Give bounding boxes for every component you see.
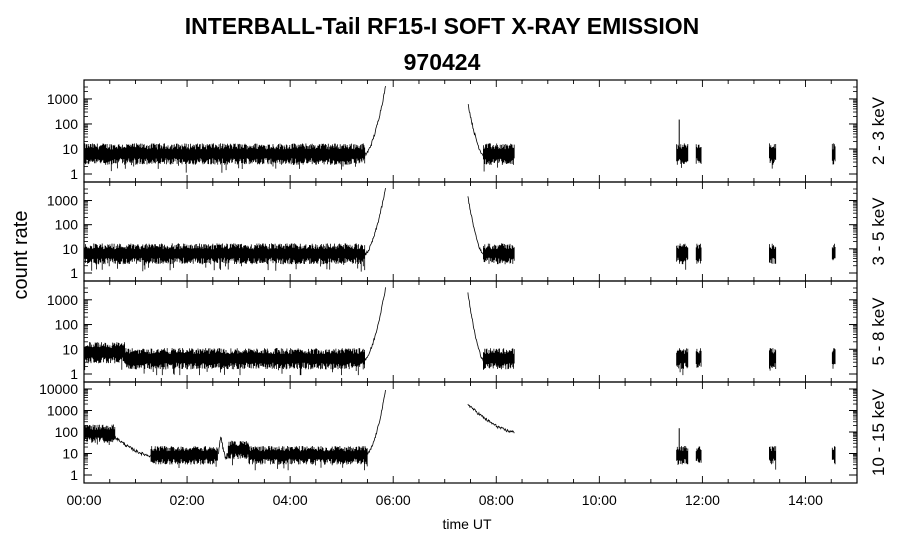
series-segment xyxy=(676,446,689,465)
x-axis-label: time UT xyxy=(443,516,492,532)
y-tick-label: 100 xyxy=(55,116,79,132)
y-tick-label: 1 xyxy=(70,166,78,182)
series-segment xyxy=(676,143,689,168)
series-segment xyxy=(769,348,777,371)
y-tick-label: 100 xyxy=(55,217,79,233)
series-segment xyxy=(83,342,125,371)
series-segment xyxy=(248,446,368,471)
x-tick-label: 08:00 xyxy=(479,492,514,508)
series-segment xyxy=(676,243,689,270)
panel-3: 1 10 100 1000 5 - 8 keV xyxy=(47,280,888,383)
series-segment xyxy=(695,446,702,463)
series-segment xyxy=(367,389,386,455)
x-tick-label: 04:00 xyxy=(273,492,308,508)
series-segment xyxy=(483,143,515,172)
y-tick-label: 1 xyxy=(70,265,78,281)
band-label: 5 - 8 keV xyxy=(869,297,888,366)
y-tick-label: 1 xyxy=(70,467,78,483)
series-segment xyxy=(467,196,484,255)
panel-frame xyxy=(83,381,858,484)
y-tick-label: 1000 xyxy=(47,91,78,107)
panel-1: 1 10 100 1000 2 - 3 keV xyxy=(47,79,888,183)
y-tick-label: 1 xyxy=(70,366,78,382)
x-tick-label: 12:00 xyxy=(685,492,720,508)
series-segment xyxy=(831,243,836,261)
series-segment xyxy=(467,292,484,362)
series-segment xyxy=(831,143,836,165)
y-tick-label: 10000 xyxy=(39,381,78,397)
series-segment xyxy=(124,348,365,376)
x-axis: 00:00 02:00 04:00 06:00 08:00 10:00 12:00 14:00 xyxy=(66,492,823,508)
series-segment xyxy=(695,243,702,264)
series-segment xyxy=(227,440,249,466)
series-segment xyxy=(483,348,515,370)
x-tick-label: 02:00 xyxy=(170,492,205,508)
x-tick-label: 06:00 xyxy=(376,492,411,508)
series-segment xyxy=(695,348,702,368)
series-segment xyxy=(695,144,702,164)
series-segment xyxy=(217,436,229,461)
y-tick-label: 1000 xyxy=(47,193,78,209)
chart-subtitle: 970424 xyxy=(404,49,481,75)
x-tick-label: 00:00 xyxy=(66,492,101,508)
band-label: 2 - 3 keV xyxy=(869,96,888,165)
series-segment xyxy=(364,188,386,256)
series-segment xyxy=(114,435,152,458)
y-tick-label: 10 xyxy=(62,341,78,357)
y-tick-label: 10 xyxy=(62,446,78,462)
series-segment xyxy=(83,243,366,272)
y-tick-label: 100 xyxy=(55,424,79,440)
series-segment xyxy=(769,243,777,264)
panel-2: 1 10 100 1000 3 - 5 keV xyxy=(47,181,888,282)
series-segment xyxy=(150,446,218,468)
band-label: 10 - 15 keV xyxy=(869,388,888,476)
series-segment xyxy=(83,424,116,445)
series-segment xyxy=(364,86,386,157)
y-tick-label: 1000 xyxy=(47,403,78,419)
y-axis-label: count rate xyxy=(10,211,32,300)
chart-title: INTERBALL-Tail RF15-I SOFT X-RAY EMISSIO… xyxy=(185,13,700,39)
series-segment xyxy=(676,348,689,376)
series-segment xyxy=(831,348,836,369)
y-tick-label: 1000 xyxy=(47,292,78,308)
panel-4: 1 10 100 1000 10000 10 - 15 keV xyxy=(39,381,888,484)
y-tick-label: 10 xyxy=(62,141,78,157)
series-segment xyxy=(467,403,515,434)
series-segment xyxy=(467,104,484,157)
series-segment xyxy=(769,446,777,470)
series-segment xyxy=(364,287,386,361)
panel-frame xyxy=(83,181,858,282)
series-segment xyxy=(483,243,515,265)
y-tick-label: 100 xyxy=(55,317,79,333)
panel-frame xyxy=(83,79,858,183)
x-tick-label: 10:00 xyxy=(582,492,617,508)
series-segment xyxy=(83,143,366,173)
series-segment xyxy=(769,143,777,169)
band-label: 3 - 5 keV xyxy=(869,197,888,266)
x-tick-label: 14:00 xyxy=(788,492,823,508)
series-segment xyxy=(831,446,836,465)
y-tick-label: 10 xyxy=(62,241,78,257)
